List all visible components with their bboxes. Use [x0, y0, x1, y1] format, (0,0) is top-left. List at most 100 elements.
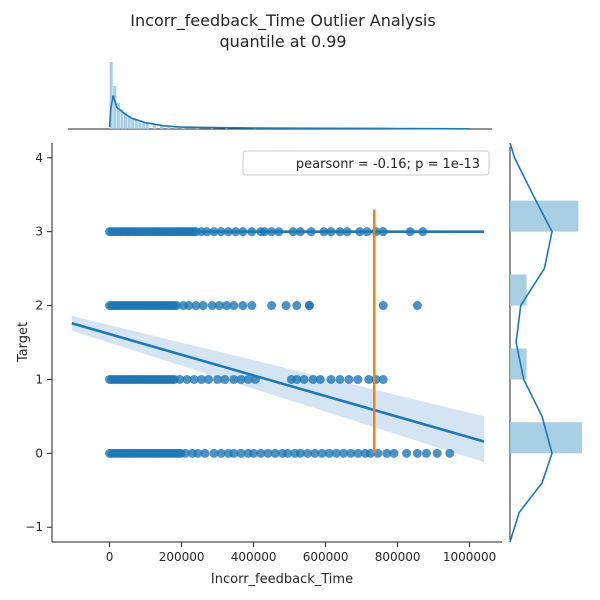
marginal-x-bar	[174, 126, 178, 129]
data-point	[172, 301, 182, 311]
marginal-y-bar	[510, 274, 527, 306]
data-point	[209, 448, 219, 458]
marginal-y-kde	[509, 142, 553, 543]
data-point	[339, 448, 349, 458]
data-point	[182, 374, 192, 384]
marginal-x-bar	[160, 125, 164, 129]
data-point	[196, 374, 206, 384]
data-point	[304, 301, 314, 311]
data-point	[207, 301, 217, 311]
x-tick-label: 400000	[231, 550, 277, 564]
data-point	[378, 374, 388, 384]
data-point	[220, 374, 230, 384]
regression-line	[71, 322, 485, 443]
data-point	[353, 374, 363, 384]
data-point	[335, 374, 345, 384]
marginal-x-bar	[145, 123, 149, 129]
data-point	[270, 448, 280, 458]
data-point	[193, 448, 203, 458]
data-point	[292, 301, 302, 311]
chart-title: Incorr_feedback_Time Outlier Analysis	[130, 11, 435, 31]
data-point	[184, 301, 194, 311]
data-point	[364, 374, 374, 384]
x-tick-label: 200000	[159, 550, 205, 564]
y-tick-label: 3	[35, 225, 43, 239]
y-tick-label: −1	[25, 520, 43, 534]
data-point	[303, 448, 313, 458]
data-point	[213, 374, 223, 384]
marginal-x-bar	[127, 115, 131, 129]
data-point	[175, 374, 185, 384]
marginal-x-bar	[109, 62, 113, 129]
regression-lines-layer	[71, 209, 485, 454]
data-point	[310, 448, 320, 458]
marginal-y-distribution	[509, 142, 582, 543]
data-point	[292, 374, 302, 384]
x-tick-label: 800000	[375, 550, 421, 564]
data-point	[421, 448, 431, 458]
data-point	[216, 448, 226, 458]
data-point	[236, 448, 246, 458]
marginal-x-bar	[120, 108, 124, 129]
y-tick-label: 4	[35, 151, 43, 165]
data-point	[412, 448, 422, 458]
data-point	[281, 301, 291, 311]
marginal-x-distribution	[68, 62, 492, 130]
data-point	[378, 301, 388, 311]
data-point	[326, 374, 336, 384]
data-point	[229, 374, 239, 384]
x-tick-label: 1000000	[443, 550, 496, 564]
marginal-x-bar	[116, 102, 120, 129]
data-point	[412, 301, 422, 311]
x-axis-label: Incorr_feedback_Time	[211, 572, 353, 587]
data-point	[256, 448, 266, 458]
marginal-x-bar	[152, 124, 156, 129]
legend-box	[242, 150, 490, 176]
data-point	[445, 448, 455, 458]
chart-subtitle: quantile at 0.99	[219, 32, 346, 51]
data-point	[189, 374, 199, 384]
joint-scatter-panel: 0 200000 400000 600000 800000 1000000−101234 …	[25, 143, 502, 564]
data-point	[315, 374, 325, 384]
data-point	[432, 448, 442, 458]
marginal-x-bar	[124, 112, 128, 129]
data-point	[180, 448, 190, 458]
confidence-band	[71, 315, 485, 463]
data-point	[198, 301, 208, 311]
data-point	[366, 448, 376, 458]
marginal-x-kde	[108, 95, 470, 130]
data-point	[344, 374, 354, 384]
y-tick-label: 2	[35, 299, 43, 313]
data-point	[317, 448, 327, 458]
data-point	[346, 448, 356, 458]
data-point	[373, 448, 383, 458]
data-point	[249, 448, 259, 458]
data-point	[308, 374, 318, 384]
data-point	[214, 301, 224, 311]
data-point	[263, 448, 273, 458]
data-point	[267, 301, 277, 311]
legend: pearsonr = -0.16; p = 1e-13	[242, 150, 490, 176]
data-point	[324, 448, 334, 458]
data-point	[204, 374, 214, 384]
data-point	[382, 448, 392, 458]
marginal-x-bar	[113, 85, 117, 129]
axes-layer: 0 200000 400000 600000 800000 1000000 −1 0 1 2 3 4	[25, 143, 502, 564]
data-point	[222, 301, 232, 311]
data-points-layer	[105, 227, 455, 458]
marginal-y-bar	[510, 422, 582, 454]
marginal-x-bar	[131, 118, 135, 129]
data-point	[299, 374, 309, 384]
data-point	[229, 301, 239, 311]
data-point	[229, 448, 239, 458]
marginal-x-bar	[167, 125, 171, 129]
data-point	[238, 301, 248, 311]
confidence-band-layer	[71, 315, 485, 463]
data-point	[295, 448, 305, 458]
data-point	[247, 301, 257, 311]
marginal-x-bar	[142, 122, 146, 129]
data-point	[236, 374, 246, 384]
data-point	[402, 448, 412, 458]
data-point	[200, 448, 210, 458]
